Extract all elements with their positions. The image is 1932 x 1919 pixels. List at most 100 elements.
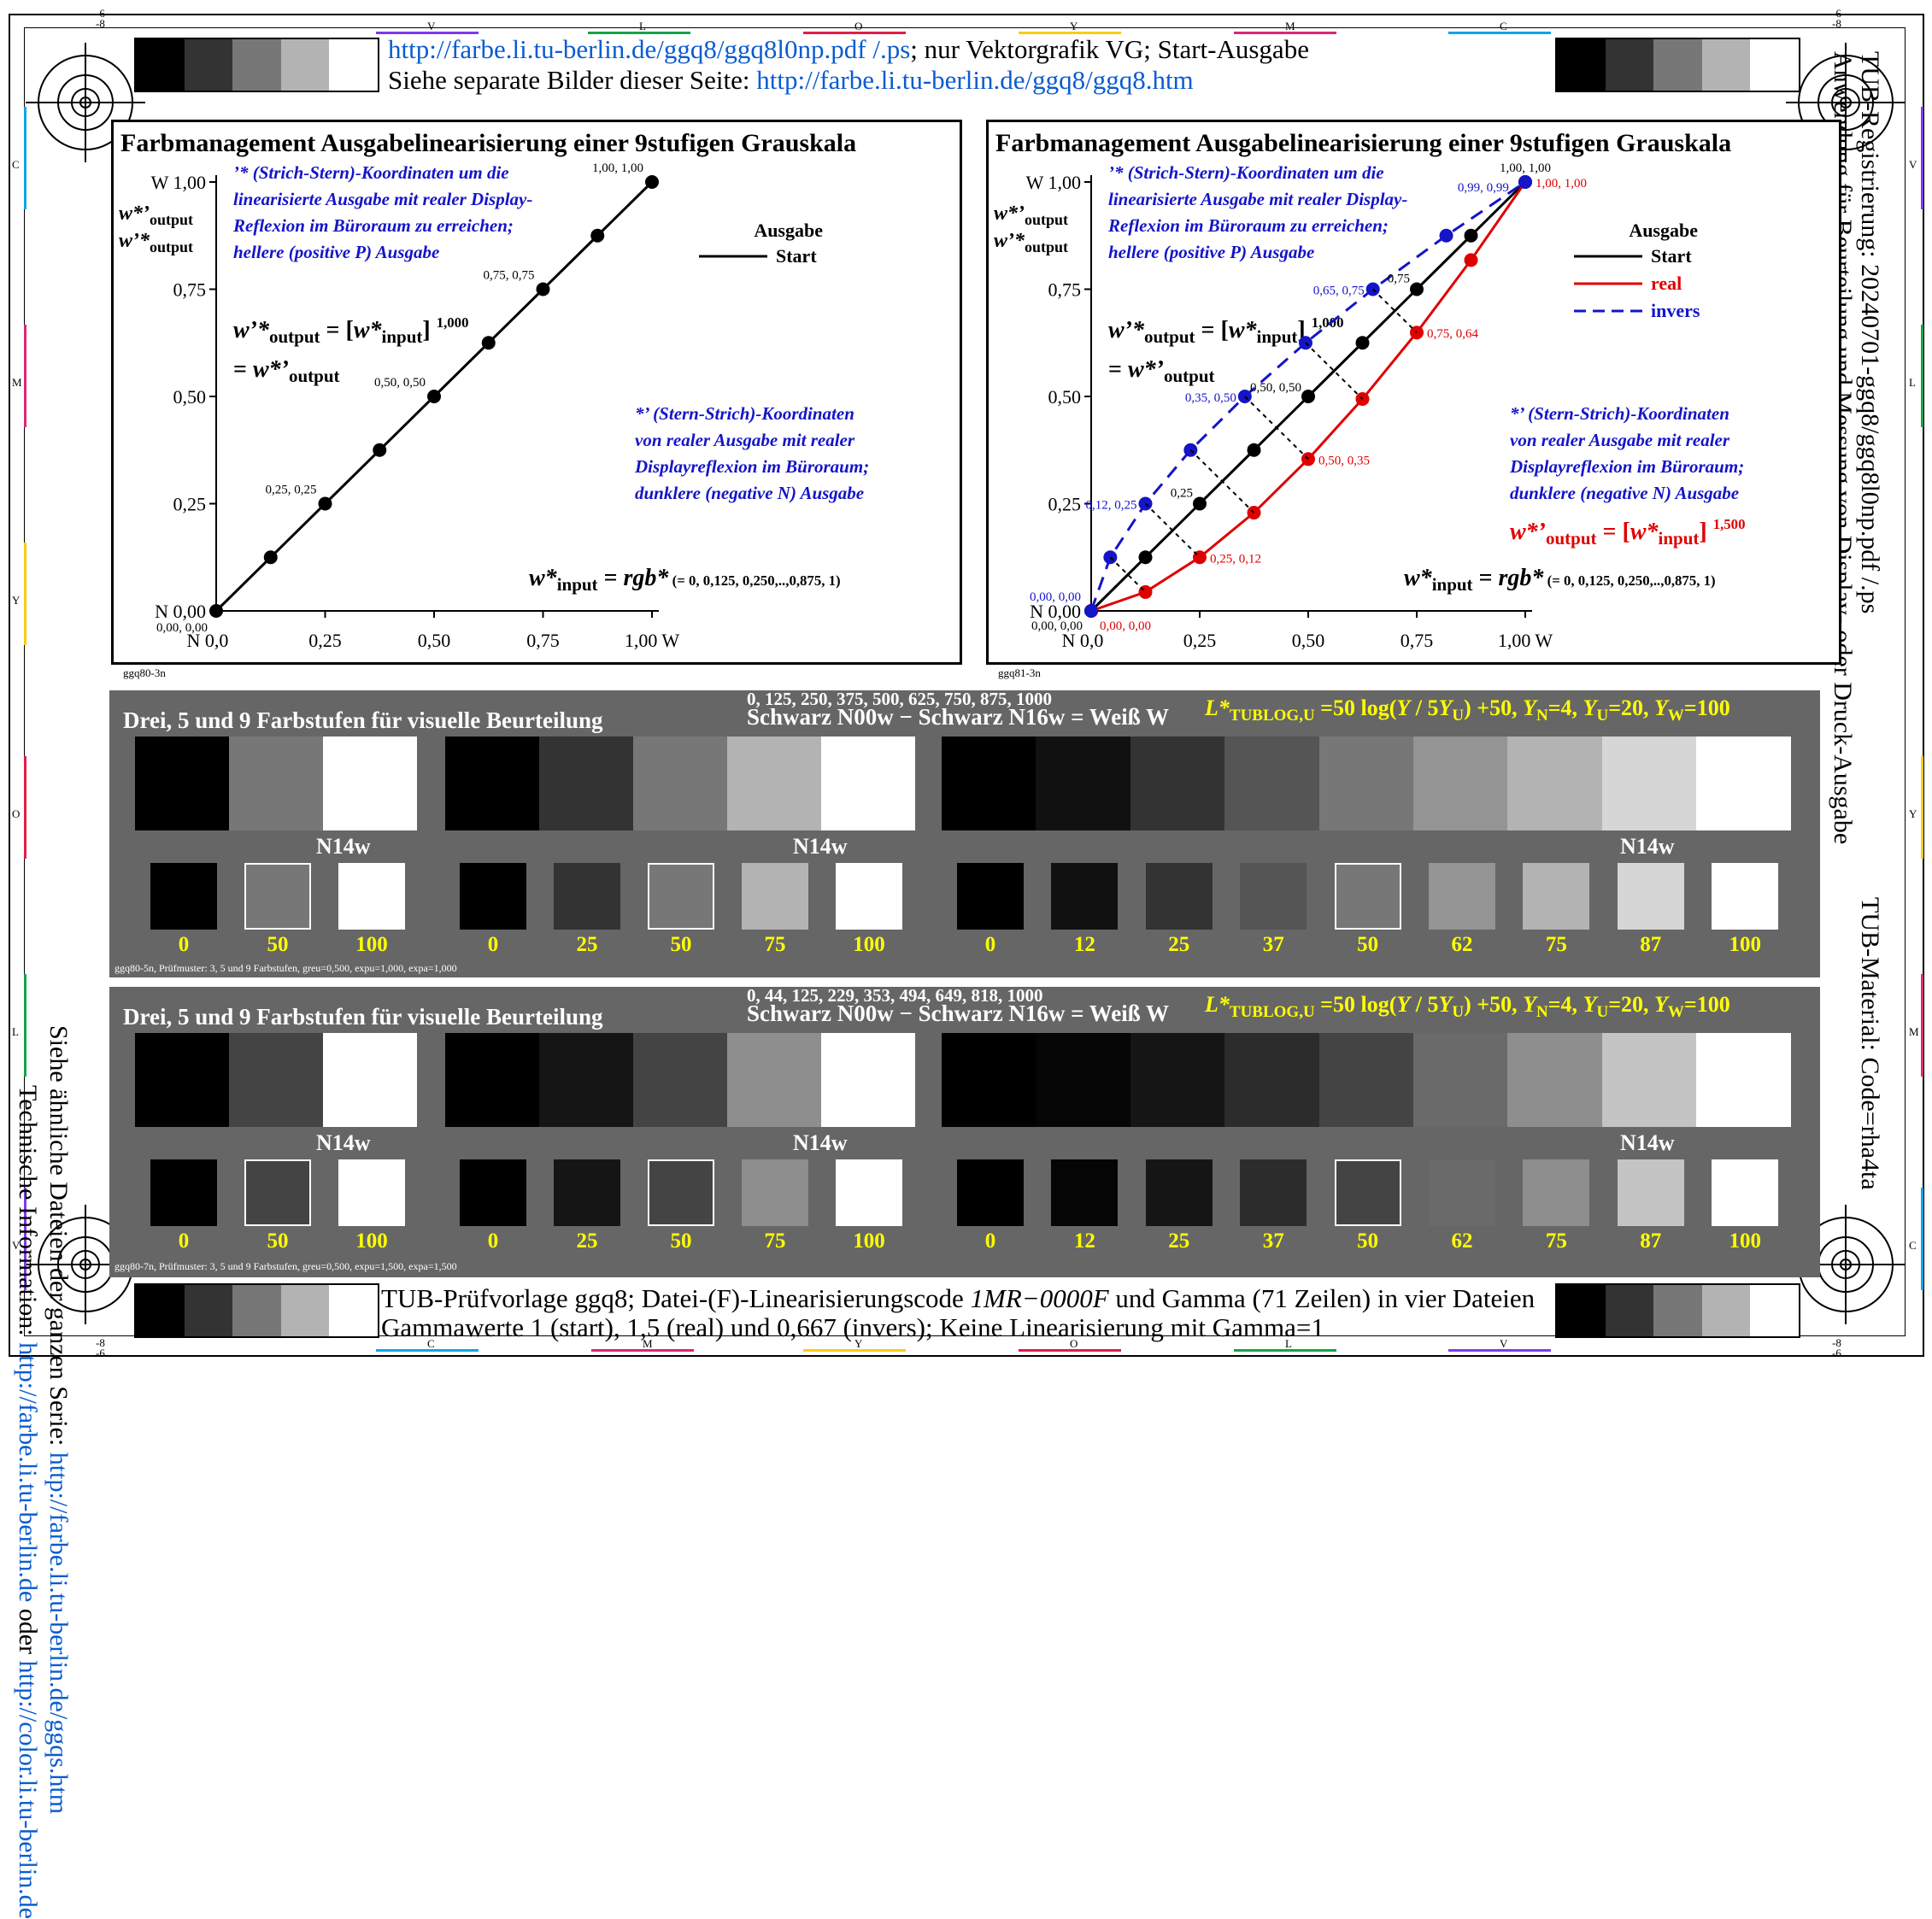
edge-mark-l: L [12, 1025, 19, 1038]
edge-color-bar [1921, 974, 1923, 1077]
note-top-line: linearisierte Ausgabe mit realer Display… [233, 189, 532, 209]
edge-color-bar [1234, 1349, 1336, 1352]
big-swatch [445, 1033, 539, 1127]
panel-values-line: 0, 125, 250, 375, 500, 625, 750, 875, 10… [747, 689, 1052, 709]
data-point-Start [373, 443, 387, 457]
big-swatch [821, 736, 915, 830]
point-label-red: 0,00, 0,00 [1100, 619, 1151, 633]
left-side-link-farbe[interactable]: http://farbe.li.tu-berlin.de [14, 1342, 42, 1603]
chart-title: Farbmanagement Ausgabelinearisierung ein… [995, 129, 1731, 157]
data-point-invers [1439, 228, 1453, 243]
left-side-label-2: Technische Information: [14, 1085, 42, 1343]
y-tick-label: W 1,00 [151, 172, 206, 193]
edge-mark-l: L [1285, 1337, 1292, 1350]
edge-mark-o: O [12, 807, 21, 820]
edge-mark-o: O [1070, 1337, 1078, 1350]
point-label-black: 0,25 [1171, 487, 1193, 501]
big-swatch [633, 736, 727, 830]
footer-line-1a: TUB-Prüfvorlage ggq8; Datei-(F)-Linearis… [381, 1283, 971, 1313]
big-swatch [1413, 736, 1508, 830]
legend-title: Ausgabe [754, 220, 823, 241]
edge-color-bar [24, 325, 26, 427]
n-label: N14w [316, 834, 371, 859]
gray-strip-patch [232, 39, 281, 91]
big-swatch [539, 736, 633, 830]
edge-color-bar [24, 756, 26, 859]
point-label-black: 1,00, 1,00 [1500, 161, 1551, 175]
swatch-value-label: 62 [1451, 1229, 1473, 1253]
left-side-link-ggqs[interactable]: http://farbe.li.tu-berlin.de/ggqs.htm [44, 1452, 73, 1815]
formula-1: w’*output = [w*input] 1,000 [1108, 314, 1343, 347]
big-swatch [1318, 1033, 1413, 1127]
big-swatch [445, 736, 539, 830]
data-point-Start [1247, 443, 1261, 457]
edge-mark-v: V [12, 1239, 21, 1252]
gray-panel-gamma-1: Drei, 5 und 9 Farbstufen für visuelle Be… [109, 689, 1820, 977]
swatch-value-label: 100 [1729, 1229, 1761, 1253]
left-side-or: oder [14, 1602, 42, 1661]
small-swatch [1712, 1159, 1779, 1226]
small-swatch [150, 1159, 217, 1226]
swatch-value-label: 62 [1451, 933, 1473, 956]
swatch-value-label: 50 [1357, 1229, 1379, 1253]
edge-mark-v: V [1500, 1337, 1508, 1350]
point-label: 0,25, 0,25 [266, 484, 317, 497]
edge-color-bar [1448, 1349, 1551, 1352]
outer-frame [9, 14, 1924, 1357]
n-label: N14w [793, 834, 848, 859]
header-htm-link[interactable]: http://farbe.li.tu-berlin.de/ggq8/ggq8.h… [756, 65, 1194, 95]
gray-strip-patch [136, 1285, 185, 1336]
gray-strip-patch [232, 1285, 281, 1336]
swatch-value-label: 0 [178, 933, 190, 956]
note-bottom-line: Displayreflexion im Büroraum; [1509, 456, 1744, 477]
chart-right-id: ggq81-3n [998, 666, 1041, 679]
edge-color-bar [1019, 32, 1121, 34]
gray-strip-patch [329, 39, 378, 91]
swatch-value-label: 25 [1168, 933, 1190, 956]
gray-strip-top-left [134, 38, 379, 92]
footer-line-1b: und Gamma (71 Zeilen) in vier Dateien [1108, 1283, 1536, 1313]
x-tick-label: 0,75 [1401, 630, 1434, 651]
big-swatch [1130, 736, 1225, 830]
point-label-blue: 0,35, 0,50 [1185, 391, 1236, 405]
big-swatch [229, 736, 323, 830]
point-label-blue: 0,00, 0,00 [1030, 590, 1081, 604]
small-swatch [836, 1159, 902, 1226]
point-label-red: 0,25, 0,12 [1210, 552, 1261, 566]
y-axis-label-2: w’*output [119, 230, 193, 255]
swatch-value-label: 87 [1640, 933, 1662, 956]
small-swatch [244, 1159, 311, 1226]
gray-strip-patch [1750, 39, 1799, 91]
note-top-line: hellere (positive P) Ausgabe [1108, 242, 1314, 262]
edge-color-bar [376, 1349, 479, 1352]
edge-mark-y: Y [12, 594, 21, 607]
small-swatch [1240, 863, 1307, 930]
chart-right: Farbmanagement Ausgabelinearisierung ein… [986, 120, 1841, 665]
edge-corner-mark: -8 [1832, 17, 1841, 30]
big-swatch [1696, 736, 1791, 830]
data-point-Start [1410, 282, 1424, 296]
data-point-Start [1355, 336, 1370, 350]
swatch-value-label: 0 [178, 1229, 190, 1253]
gray-panel-gamma-1-5: Drei, 5 und 9 Farbstufen für visuelle Be… [109, 985, 1820, 1277]
data-point-Start [481, 336, 496, 350]
swatch-value-label: 75 [764, 1229, 786, 1253]
gray-strip-patch [1653, 39, 1702, 91]
left-side-link-color[interactable]: http://color.li.tu-berlin.de [14, 1660, 42, 1919]
right-side-text-1: TUB-Registrierung: 20240701-ggq8/ggq8l0n… [1855, 51, 1885, 613]
header-pdf-link[interactable]: http://farbe.li.tu-berlin.de/ggq8/ggq8l0… [388, 34, 911, 64]
chart-title: Farbmanagement Ausgabelinearisierung ein… [120, 129, 856, 157]
data-point-Start [318, 496, 332, 511]
registration-target-top-right [1786, 43, 1906, 162]
y-tick-label: 0,50 [1048, 386, 1082, 408]
data-point-Start [1138, 550, 1153, 565]
gray-strip-patch [280, 1285, 330, 1336]
swatch-value-label: 50 [267, 1229, 289, 1253]
data-point-Start [1193, 496, 1207, 511]
swatch-value-label: 25 [1168, 1229, 1190, 1253]
small-swatch [554, 1159, 620, 1226]
edge-corner-mark: -6 [1832, 7, 1841, 20]
edge-corner-mark: -6 [96, 1347, 105, 1359]
panel-formula: L*TUBLOG,U =50 log(Y / 5YU) +50, YN=4, Y… [1205, 992, 1730, 1022]
edge-color-bar [803, 1349, 906, 1352]
